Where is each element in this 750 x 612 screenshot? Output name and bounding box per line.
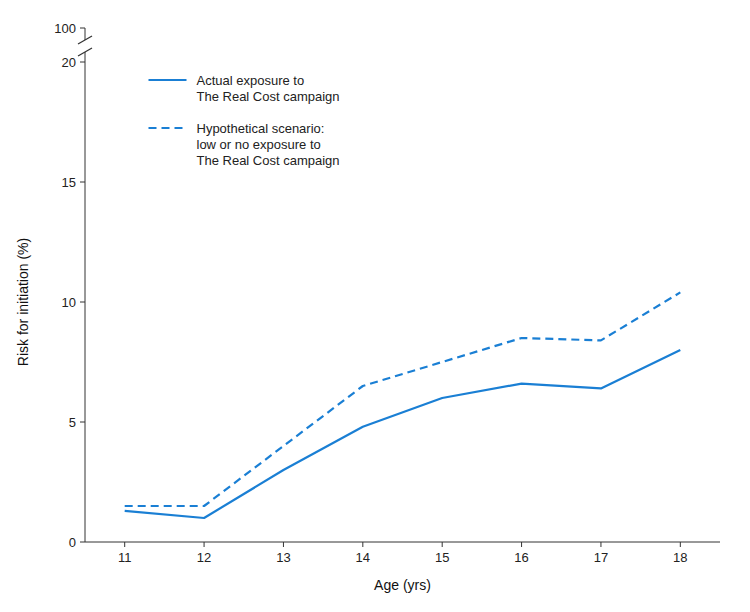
y-tick-label: 10 bbox=[62, 295, 76, 310]
legend-label-line: Hypothetical scenario: bbox=[197, 121, 325, 136]
legend-swatch bbox=[149, 79, 187, 81]
y-tick bbox=[80, 182, 85, 183]
legend-label-line: Actual exposure to bbox=[197, 73, 305, 88]
chart: 11 12 13 14 15 16 17 18 0 5 10 15 20 100 Age (yrs) Risk… bbox=[0, 0, 750, 612]
y-axis-label: Risk for initiation (%) bbox=[15, 238, 31, 366]
legend: Actual exposure toThe Real Cost campaign… bbox=[149, 73, 340, 168]
legend-label: Actual exposure toThe Real Cost campaign bbox=[197, 73, 340, 104]
x-tick bbox=[442, 542, 443, 547]
y-tick-label: 0 bbox=[69, 535, 76, 550]
x-tick bbox=[362, 542, 363, 547]
legend-label: Hypothetical scenario:low or no exposure… bbox=[197, 121, 340, 168]
x-tick bbox=[600, 542, 601, 547]
x-tick bbox=[204, 542, 205, 547]
x-tick-label: 13 bbox=[276, 550, 290, 565]
y-axis-break-slash bbox=[78, 48, 92, 56]
x-tick bbox=[521, 542, 522, 547]
legend-label-line: The Real Cost campaign bbox=[197, 89, 340, 104]
y-tick bbox=[80, 542, 85, 543]
x-tick-label: 14 bbox=[356, 550, 370, 565]
chart-container: 11 12 13 14 15 16 17 18 0 5 10 15 20 100 Age (yrs) Risk… bbox=[0, 0, 750, 612]
x-tick-label: 17 bbox=[594, 550, 608, 565]
series-line bbox=[125, 292, 681, 506]
x-tick bbox=[283, 542, 284, 547]
legend-label-line: low or no exposure to bbox=[197, 137, 321, 152]
y-tick-label: 20 bbox=[62, 55, 76, 70]
y-tick bbox=[80, 302, 85, 303]
x-tick bbox=[124, 542, 125, 547]
y-break-tick bbox=[80, 28, 85, 29]
x-tick bbox=[680, 542, 681, 547]
x-axis-label: Age (yrs) bbox=[374, 577, 431, 593]
y-tick-label: 15 bbox=[62, 175, 76, 190]
legend-swatch bbox=[149, 127, 187, 129]
y-axis-break-slash bbox=[78, 36, 92, 44]
x-tick-label: 15 bbox=[435, 550, 449, 565]
y-tick-label: 5 bbox=[69, 415, 76, 430]
y-tick bbox=[80, 422, 85, 423]
x-tick-label: 16 bbox=[514, 550, 528, 565]
x-tick-label: 12 bbox=[197, 550, 211, 565]
x-axis-line bbox=[85, 542, 720, 543]
y-break-label: 100 bbox=[54, 21, 76, 36]
x-tick-label: 18 bbox=[673, 550, 687, 565]
legend-label-line: The Real Cost campaign bbox=[197, 153, 340, 168]
plot-area bbox=[125, 292, 681, 518]
y-tick bbox=[80, 62, 85, 63]
x-tick-label: 11 bbox=[118, 550, 132, 565]
series-line bbox=[125, 350, 681, 518]
